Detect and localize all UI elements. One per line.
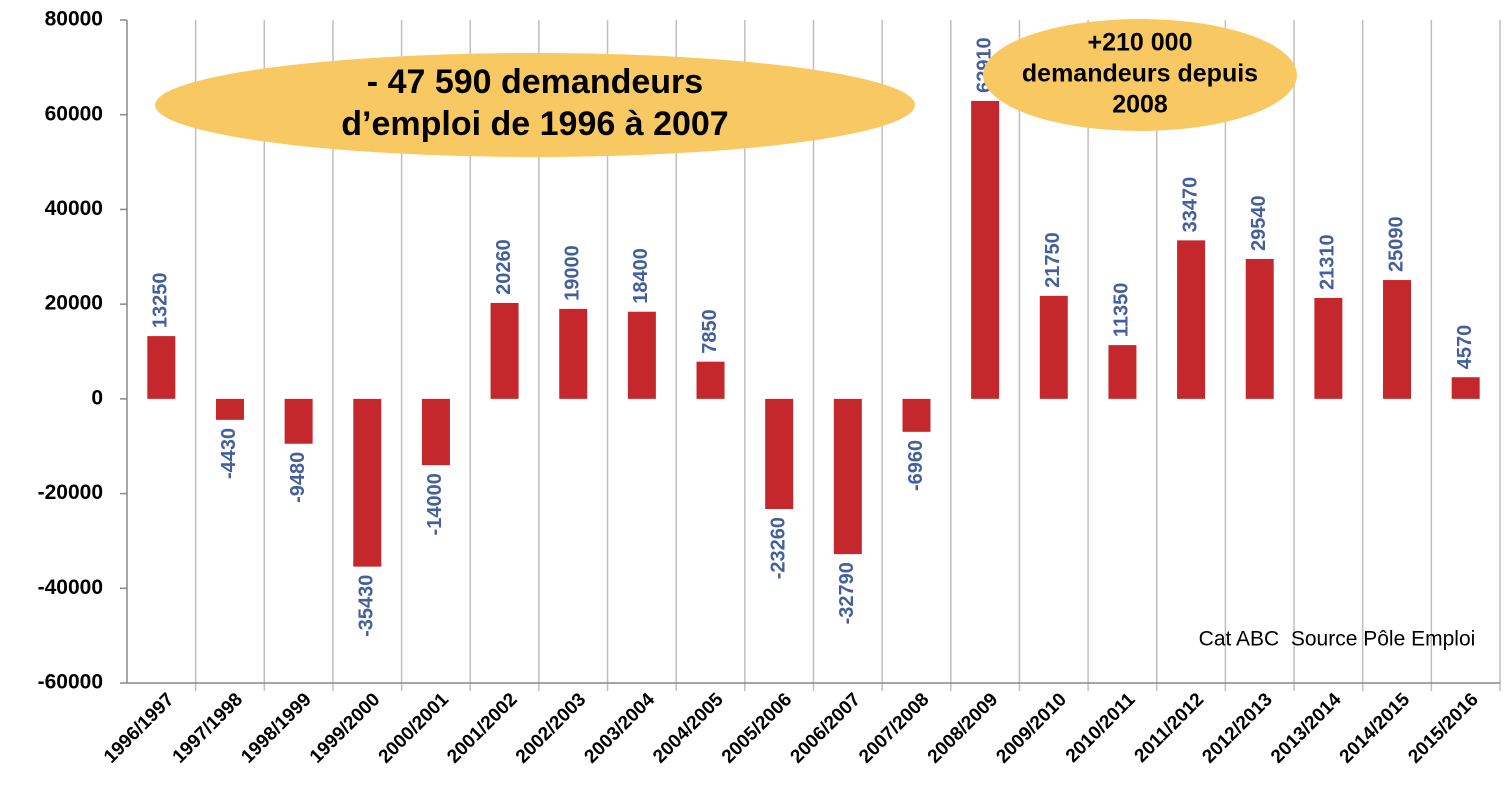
x-tick-label: 2003/2004 <box>581 689 660 768</box>
bar <box>559 308 588 399</box>
x-tick-label: 2004/2005 <box>649 689 728 768</box>
source-note: Cat ABC Source Pôle Emploi <box>1199 628 1476 651</box>
value-label: 20260 <box>493 239 515 295</box>
x-tick-label: 2014/2015 <box>1336 689 1415 768</box>
x-tick-label: 1998/1999 <box>237 689 315 767</box>
y-tick-label: -40000 <box>38 576 103 599</box>
value-label: 13250 <box>150 272 172 328</box>
x-tick-label: 1996/1997 <box>100 689 178 767</box>
bar <box>284 398 313 444</box>
x-tick-label: 1999/2000 <box>306 689 384 767</box>
annotation: +210 000 <box>1088 29 1193 57</box>
bar <box>833 398 862 555</box>
x-tick-label: 2005/2006 <box>718 689 796 767</box>
bar <box>696 361 725 399</box>
bar <box>215 398 244 420</box>
value-label: 21750 <box>1042 232 1064 288</box>
value-label: 11350 <box>1111 283 1133 338</box>
bar <box>971 100 1000 399</box>
x-tick-label: 2015/2016 <box>1404 689 1482 767</box>
y-tick-label: 20000 <box>45 292 103 315</box>
value-label: -6960 <box>905 440 927 491</box>
bar <box>1383 280 1412 399</box>
bar <box>1177 240 1206 399</box>
x-tick-label: 2009/2010 <box>992 689 1070 767</box>
x-tick-label: 2013/2014 <box>1267 689 1346 768</box>
value-label: -9480 <box>287 452 309 503</box>
annotation-bubble <box>155 53 915 157</box>
x-tick-label: 2008/2009 <box>924 689 1002 767</box>
value-label: -14000 <box>424 473 446 535</box>
bar <box>1314 297 1343 399</box>
x-tick-label: 2000/2001 <box>375 689 454 768</box>
y-tick-label: -60000 <box>38 671 103 694</box>
y-tick-label: 0 <box>91 386 103 409</box>
y-tick-label: 40000 <box>45 197 103 220</box>
x-tick-label: 2007/2008 <box>855 689 933 767</box>
bar <box>765 398 794 510</box>
bar <box>1039 295 1068 399</box>
annotation: - 47 590 demandeurs <box>367 63 703 101</box>
annotation: 2008 <box>1112 91 1168 119</box>
value-label: 21310 <box>1317 234 1339 290</box>
x-tick-label: 2012/2013 <box>1198 689 1276 767</box>
bar <box>1451 377 1480 399</box>
x-tick-label: 1997/1998 <box>169 689 247 767</box>
annotation: d’emploi de 1996 à 2007 <box>341 105 728 143</box>
value-label: 29540 <box>1248 195 1270 251</box>
bar <box>1108 345 1137 399</box>
value-label: -32790 <box>836 562 858 624</box>
bar <box>421 398 450 466</box>
x-tick-label: 2006/2007 <box>787 689 865 767</box>
annotation: demandeurs depuis <box>1022 60 1258 88</box>
bar <box>490 302 519 399</box>
bar <box>353 398 382 567</box>
value-label: 4570 <box>1454 325 1476 370</box>
value-label: 7850 <box>699 309 721 354</box>
value-label: 19000 <box>562 245 584 301</box>
value-label: -23260 <box>767 517 789 579</box>
bar <box>627 311 656 399</box>
x-tick-label: 2010/2011 <box>1062 689 1140 767</box>
value-label: 18400 <box>630 248 652 304</box>
bar <box>1245 258 1274 399</box>
annotation-bubble <box>983 19 1297 131</box>
x-tick-label: 2011/2012 <box>1131 689 1209 767</box>
value-label: 33470 <box>1179 177 1201 233</box>
value-label: -35430 <box>356 575 378 637</box>
bar <box>902 398 931 432</box>
bar <box>147 336 176 399</box>
value-label: -4430 <box>218 428 240 479</box>
x-tick-label: 2001/2002 <box>443 689 521 767</box>
y-tick-label: 60000 <box>45 102 103 125</box>
y-tick-label: -20000 <box>38 481 103 504</box>
y-tick-label: 80000 <box>45 8 103 31</box>
x-tick-label: 2002/2003 <box>512 689 590 767</box>
value-label: 25090 <box>1385 216 1407 272</box>
